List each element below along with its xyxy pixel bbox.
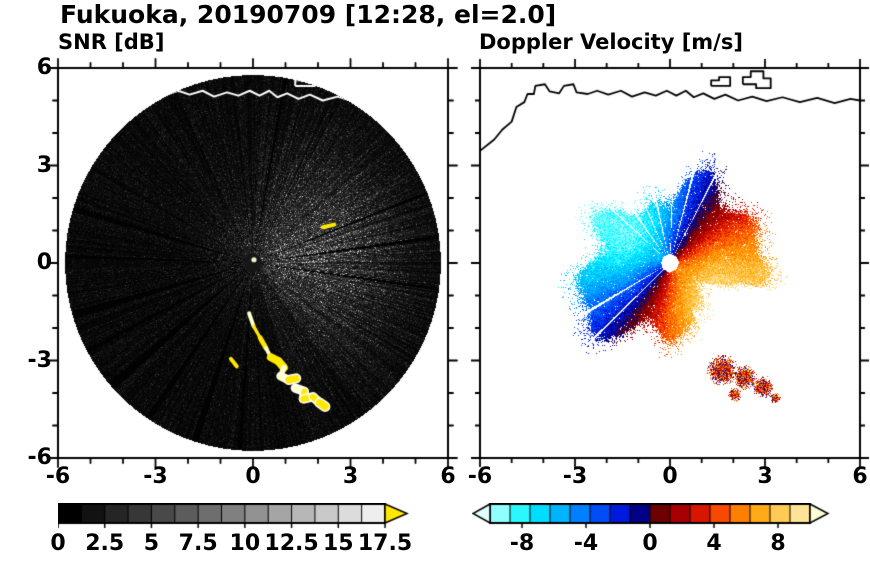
snr-colorbar-tick-label: 0 [50,531,66,556]
doppler-colorbar-tick-label: -8 [509,531,535,556]
snr-panel-title: SNR [dB] [58,30,165,54]
snr-colorbar-tick-label: 2.5 [85,531,125,556]
snr-colorbar-tick-label: 12.5 [264,531,319,556]
doppler-colorbar-tick-label: 4 [706,531,722,556]
snr-colorbar-tick-label: 17.5 [357,531,413,556]
doppler-colorbar-tick-label: -4 [573,531,599,556]
snr-colorbar-tick-label: 5 [143,531,160,556]
snr-ppi-plot [46,56,460,470]
doppler-ppi-plot [468,56,870,470]
snr-colorbar-tick-label: 15 [322,531,354,556]
snr-colorbar [58,503,410,530]
snr-y-tick-label: 3 [36,152,52,178]
snr-colorbar-tick-label: 10 [229,531,261,556]
snr-y-tick-label: 0 [36,249,52,275]
doppler-colorbar-tick-label: 0 [642,531,658,556]
figure-title: Fukuoka, 20190709 [12:28, el=2.0] [60,0,557,29]
doppler-colorbar [472,503,830,530]
snr-y-tick-label: -6 [27,444,52,470]
snr-y-tick-label: -3 [27,347,52,373]
doppler-colorbar-tick-label: 8 [770,531,786,556]
snr-colorbar-tick-label: 7.5 [178,531,218,556]
doppler-panel-title: Doppler Velocity [m/s] [479,30,743,54]
snr-y-tick-label: 6 [36,54,52,80]
